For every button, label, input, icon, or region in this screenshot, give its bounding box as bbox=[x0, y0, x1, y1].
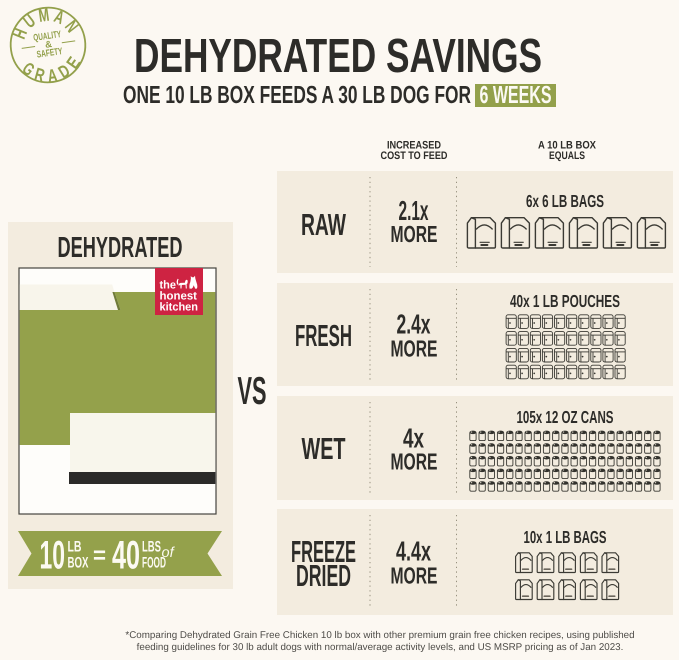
svg-text:FRESH: FRESH bbox=[295, 319, 352, 353]
svg-text:MORE: MORE bbox=[391, 336, 438, 362]
svg-text:105x 12 OZ CANS: 105x 12 OZ CANS bbox=[517, 407, 614, 427]
svg-text:RAW: RAW bbox=[301, 208, 346, 242]
svg-text:LBS: LBS bbox=[142, 539, 161, 556]
svg-text:INCREASED: INCREASED bbox=[387, 140, 441, 152]
svg-text:10: 10 bbox=[40, 534, 66, 578]
svg-text:LB: LB bbox=[68, 539, 82, 556]
svg-text:40x 1 LB POUCHES: 40x 1 LB POUCHES bbox=[510, 291, 620, 311]
svg-text:SAFETY: SAFETY bbox=[36, 46, 64, 61]
svg-text:2.4x: 2.4x bbox=[397, 309, 431, 340]
svg-text:*Comparing Dehydrated Grain Fr: *Comparing Dehydrated Grain Free Chicken… bbox=[125, 630, 634, 641]
svg-text:of: of bbox=[162, 545, 176, 561]
svg-text:DEHYDRATED: DEHYDRATED bbox=[58, 232, 183, 264]
svg-text:kitchen: kitchen bbox=[160, 302, 199, 314]
svg-text:A: A bbox=[46, 65, 58, 86]
svg-text:WET: WET bbox=[302, 432, 346, 466]
svg-text:FOOD: FOOD bbox=[142, 555, 166, 572]
svg-text:the: the bbox=[160, 280, 177, 292]
svg-text:M: M bbox=[37, 5, 50, 26]
svg-text:DEHYDRATED SAVINGS: DEHYDRATED SAVINGS bbox=[134, 30, 542, 83]
svg-text:A 10 LB BOX: A 10 LB BOX bbox=[538, 140, 597, 152]
svg-text:COST TO FEED: COST TO FEED bbox=[381, 150, 448, 162]
svg-text:feeding guidelines for 30 lb a: feeding guidelines for 30 lb adult dogs … bbox=[137, 642, 624, 653]
svg-text:2.1x: 2.1x bbox=[399, 195, 429, 226]
svg-text:DRIED: DRIED bbox=[296, 559, 351, 593]
svg-text:BOX: BOX bbox=[68, 555, 89, 572]
svg-text:EQUALS: EQUALS bbox=[549, 150, 585, 162]
svg-text:=: = bbox=[93, 542, 106, 569]
svg-text:VS: VS bbox=[238, 370, 267, 413]
svg-text:honest: honest bbox=[160, 291, 198, 303]
svg-text:4.4x: 4.4x bbox=[396, 536, 431, 567]
svg-text:MORE: MORE bbox=[391, 563, 438, 589]
svg-text:40: 40 bbox=[112, 534, 140, 578]
svg-text:6x 6 LB BAGS: 6x 6 LB BAGS bbox=[526, 191, 604, 211]
svg-text:QUALITY: QUALITY bbox=[33, 29, 63, 44]
svg-text:MORE: MORE bbox=[391, 449, 438, 475]
svg-text:6 WEEKS: 6 WEEKS bbox=[480, 82, 552, 109]
svg-text:10x 1 LB BAGS: 10x 1 LB BAGS bbox=[524, 527, 607, 547]
svg-text:FREEZE: FREEZE bbox=[291, 535, 356, 569]
svg-text:ONE 10 LB BOX FEEDS A 30 LB DO: ONE 10 LB BOX FEEDS A 30 LB DOG FOR bbox=[123, 82, 471, 109]
svg-text:&: & bbox=[44, 39, 52, 51]
svg-text:MORE: MORE bbox=[391, 221, 438, 247]
svg-text:4x: 4x bbox=[403, 423, 424, 454]
